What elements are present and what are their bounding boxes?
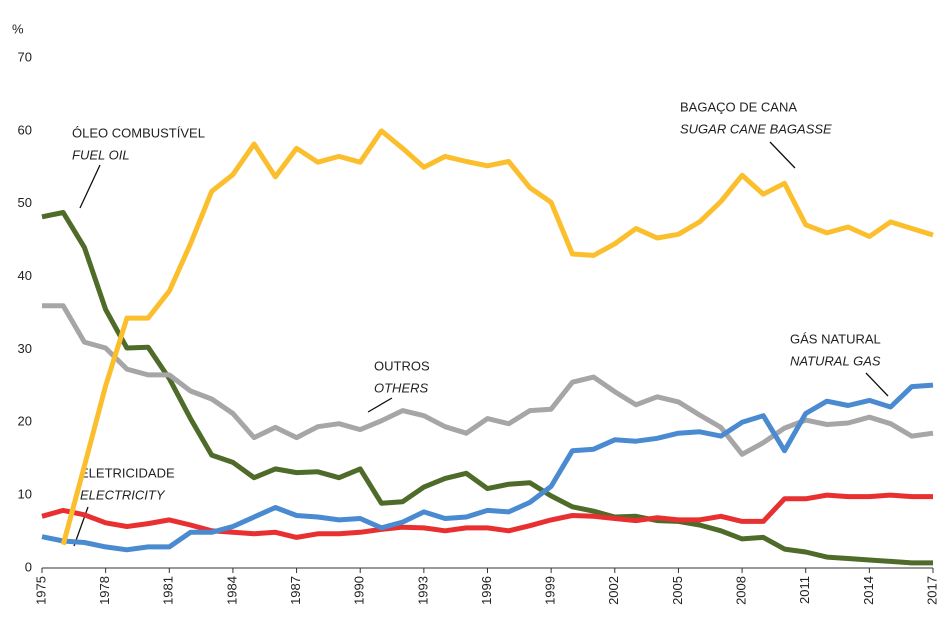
series-line bbox=[41, 492, 933, 540]
annotation: BAGAÇO DE CANA bbox=[680, 99, 797, 114]
y-tick-label: 10 bbox=[18, 487, 32, 502]
x-tick-label: 1987 bbox=[288, 576, 303, 605]
x-tick-label: 1996 bbox=[479, 576, 494, 605]
series-line bbox=[60, 128, 934, 546]
x-tick-label: 1984 bbox=[224, 576, 239, 605]
y-tick-label: 70 bbox=[18, 49, 32, 64]
series-line bbox=[41, 382, 934, 553]
annotation: FUEL OIL bbox=[72, 147, 130, 162]
series-line bbox=[42, 303, 934, 457]
x-tick-label: 1981 bbox=[161, 576, 176, 605]
x-tick-label: 1990 bbox=[352, 576, 367, 605]
leader-line bbox=[769, 141, 796, 169]
y-tick-label: 40 bbox=[18, 268, 32, 283]
annotation: ÓLEO COMBUSTÍVEL bbox=[72, 125, 205, 140]
leader-line bbox=[865, 372, 889, 397]
annotation: NATURAL GAS bbox=[790, 353, 881, 368]
annotation: SUGAR CANE BAGASSE bbox=[680, 121, 832, 136]
x-tick-label: 1999 bbox=[543, 576, 558, 605]
x-tick-label: 2005 bbox=[670, 576, 685, 605]
annotation: OTHERS bbox=[374, 380, 429, 395]
y-unit: % bbox=[12, 21, 24, 36]
y-tick-label: 20 bbox=[18, 414, 32, 429]
x-tick-label: 1993 bbox=[415, 576, 430, 605]
annotation: ELETRICIDADE bbox=[80, 465, 175, 480]
leader-line bbox=[79, 164, 101, 209]
annotation: ELECTRICITY bbox=[80, 487, 166, 502]
x-tick-label: 1975 bbox=[33, 576, 48, 605]
x-tick-label: 2011 bbox=[797, 576, 812, 604]
y-tick-label: 50 bbox=[18, 195, 32, 210]
x-tick-label: 2002 bbox=[606, 576, 621, 605]
series-line bbox=[41, 210, 933, 566]
y-tick-label: 60 bbox=[18, 122, 32, 137]
x-tick-label: 2017 bbox=[924, 576, 939, 605]
leader-line bbox=[367, 397, 393, 413]
y-tick-label: 30 bbox=[18, 341, 32, 356]
x-tick-label: 2014 bbox=[861, 576, 876, 605]
annotation: OUTROS bbox=[374, 358, 430, 373]
x-tick-label: 1978 bbox=[97, 576, 112, 605]
x-tick-label: 2008 bbox=[734, 576, 749, 605]
y-tick-label: 0 bbox=[25, 559, 32, 574]
annotation: GÁS NATURAL bbox=[790, 331, 881, 346]
